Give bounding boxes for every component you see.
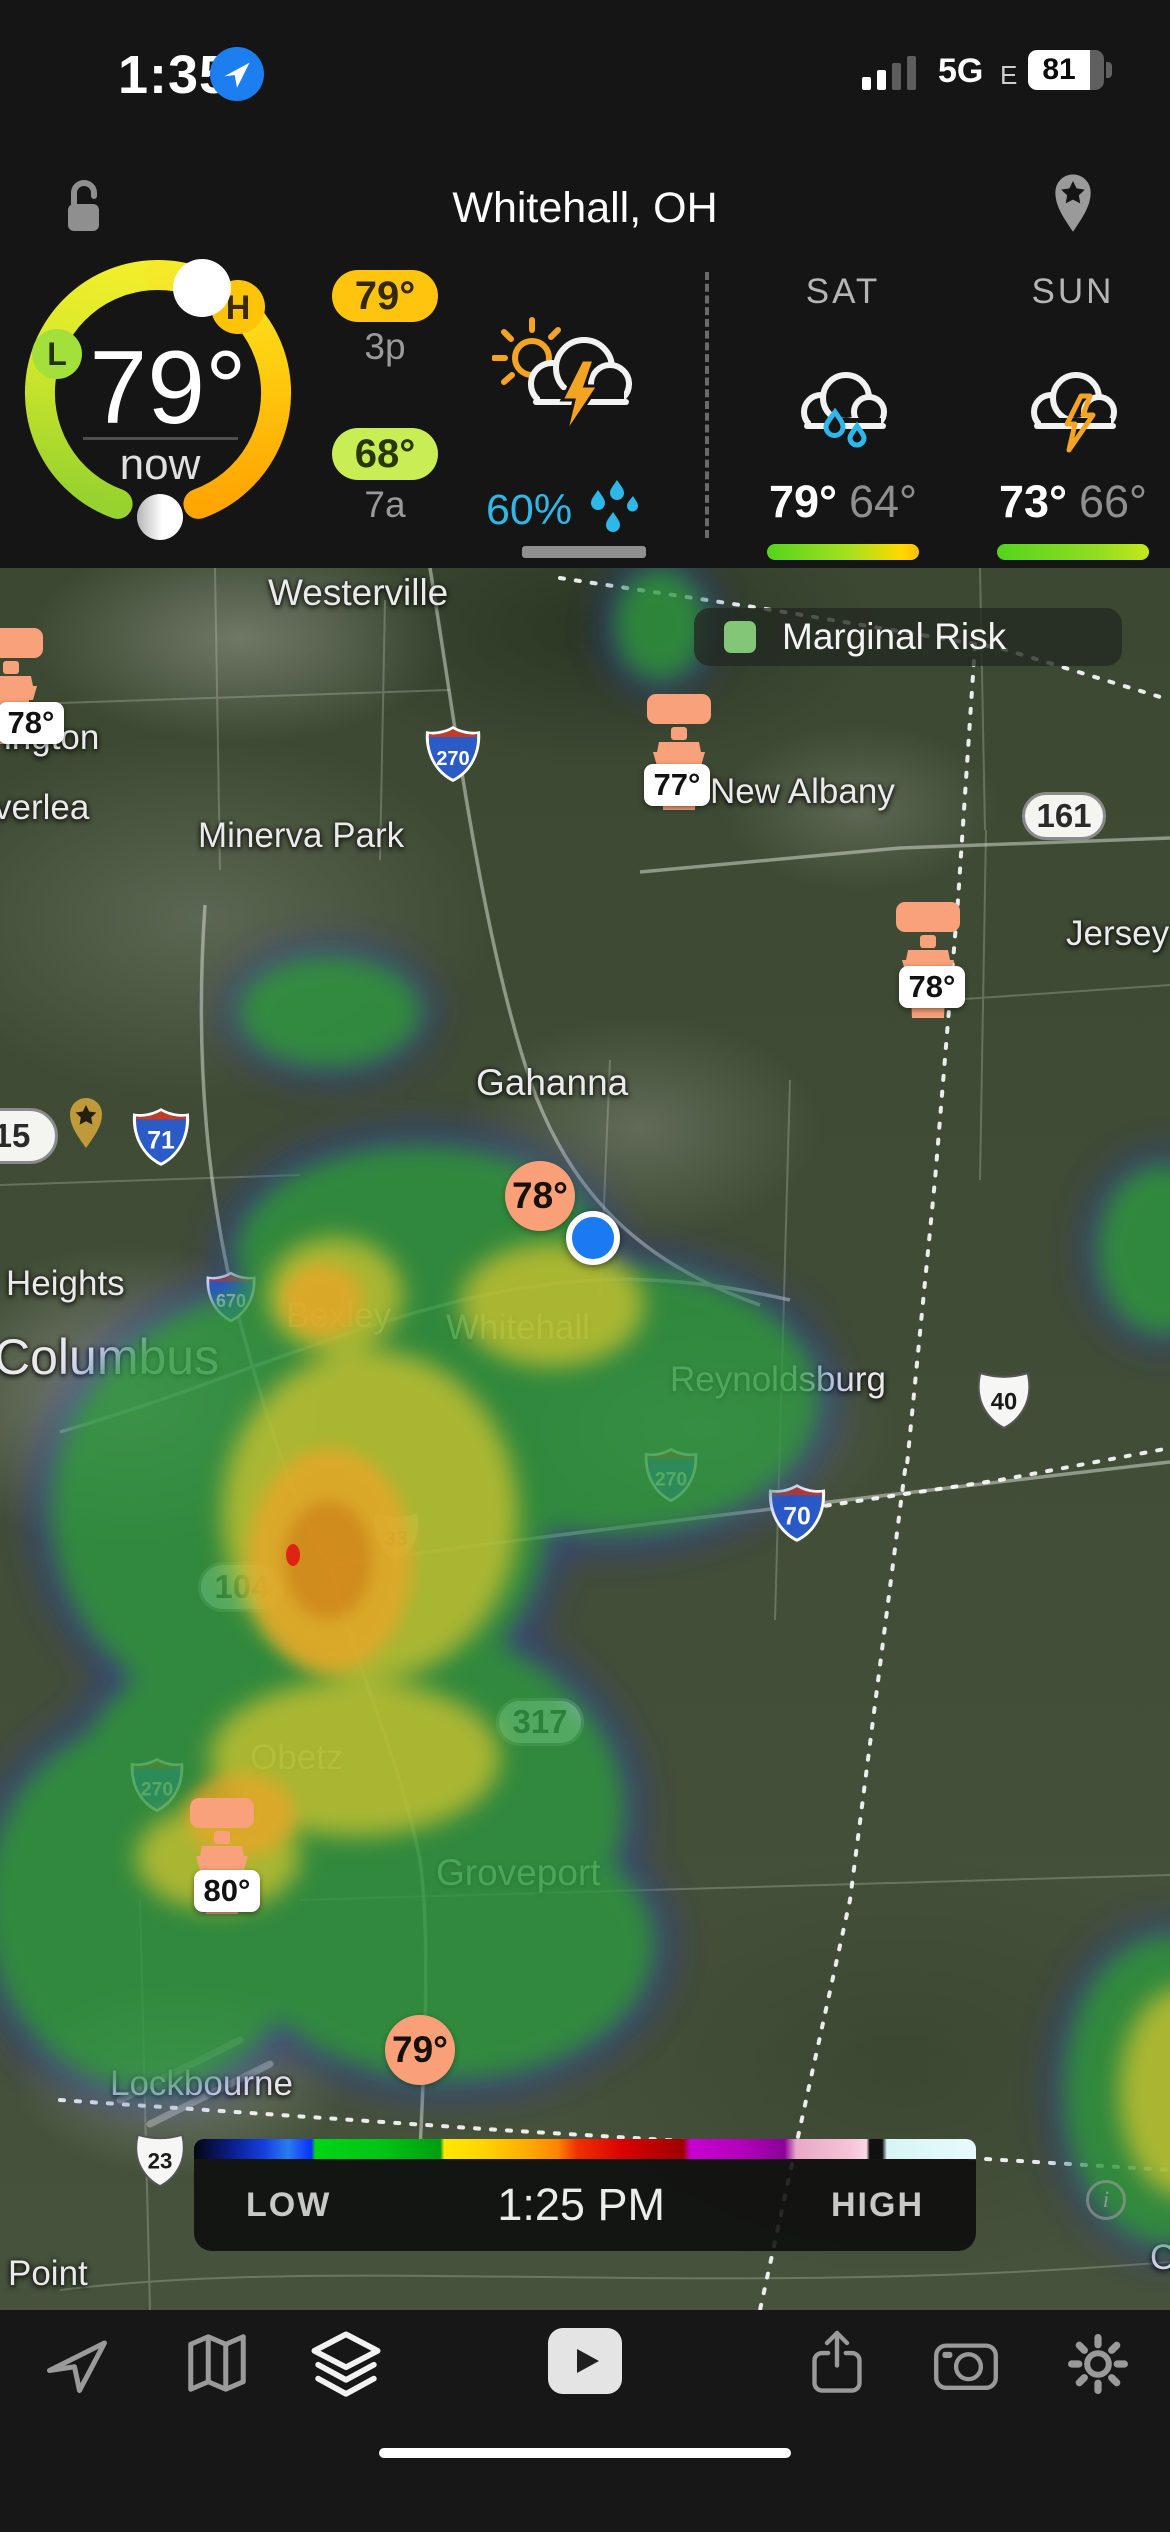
network-type-label: 5G bbox=[938, 52, 984, 90]
cloud-lightning-icon bbox=[1021, 360, 1125, 454]
weather-station-marker[interactable]: 78° bbox=[0, 628, 64, 744]
high-temp-time: 3p bbox=[364, 326, 406, 367]
low-temp-pill: 68° bbox=[332, 428, 438, 480]
svg-text:70: 70 bbox=[783, 1503, 811, 1530]
forecast-sunday[interactable]: SUN 73° 66° bbox=[988, 272, 1158, 560]
forecast-saturday[interactable]: SAT 79° 64° bbox=[758, 272, 928, 560]
weather-station-marker[interactable]: 80° bbox=[189, 1798, 260, 1914]
svg-text:40: 40 bbox=[991, 1388, 1017, 1415]
location-title[interactable]: Whitehall, OH bbox=[452, 184, 718, 232]
forecast-high: 79° bbox=[768, 476, 837, 527]
forecast-high: 73° bbox=[998, 476, 1067, 527]
low-badge-circle bbox=[32, 329, 82, 379]
map-city-label: Point bbox=[8, 2254, 88, 2293]
svg-text:23: 23 bbox=[148, 2149, 173, 2174]
station-temp-label: 78° bbox=[899, 966, 965, 1008]
sun-cloud-lightning-icon bbox=[491, 312, 644, 449]
temperature-spot-marker[interactable]: 78° bbox=[505, 1161, 575, 1231]
cloud-rain-icon bbox=[791, 360, 895, 454]
camera-icon[interactable] bbox=[930, 2328, 1000, 2398]
gauge-divider bbox=[83, 437, 238, 440]
temperature-spot-marker[interactable]: 79° bbox=[385, 2015, 455, 2085]
current-temp-sub: now bbox=[120, 440, 201, 489]
network-subtype-label: E bbox=[1000, 60, 1018, 90]
recenter-location-icon[interactable] bbox=[42, 2328, 112, 2398]
marginal-risk-swatch bbox=[724, 621, 756, 653]
map-city-label: Jersey bbox=[1066, 914, 1170, 953]
raindrops-icon bbox=[584, 478, 642, 545]
gauge-now-dot bbox=[173, 259, 231, 317]
station-temp-label: 77° bbox=[644, 764, 710, 806]
forecast-day-label: SAT bbox=[805, 272, 881, 311]
map-city-label: Minerva Park bbox=[198, 816, 405, 855]
station-temp-label: 80° bbox=[194, 1870, 260, 1912]
radar-red-core bbox=[286, 1544, 300, 1566]
share-icon[interactable] bbox=[804, 2328, 874, 2398]
map-city-label: Gahanna bbox=[476, 1062, 629, 1103]
cellular-signal-icon bbox=[862, 56, 916, 90]
today-tab-underline bbox=[522, 546, 646, 558]
map-style-icon[interactable] bbox=[182, 2328, 252, 2398]
map-marker-layer: Marginal Risk 78° 77° 78° 80° 78° 79° bbox=[0, 568, 1170, 2310]
map-city-label: New Albany bbox=[710, 772, 895, 811]
map-city-label: Westerville bbox=[268, 572, 449, 613]
us-route-shield: 40 bbox=[966, 1368, 1042, 1430]
info-icon[interactable]: i bbox=[1086, 2180, 1126, 2220]
weather-station-marker[interactable]: 77° bbox=[644, 694, 712, 810]
high-temp-pill: 79° bbox=[332, 270, 438, 322]
radar-timeline-bar[interactable]: LOW 1:25 PM HIGH bbox=[194, 2159, 976, 2251]
temperature-gauge: L H 79° now bbox=[24, 259, 292, 540]
forecast-low: 64° bbox=[849, 476, 918, 527]
legend-low-label: LOW bbox=[246, 2185, 332, 2224]
forecast-temp-bar bbox=[767, 544, 919, 560]
marginal-risk-label: Marginal Risk bbox=[782, 616, 1007, 657]
gauge-bottom-dot bbox=[137, 494, 183, 540]
forecast-low: 66° bbox=[1079, 476, 1148, 527]
legend-high-label: HIGH bbox=[831, 2185, 924, 2224]
low-badge-label: L bbox=[47, 336, 67, 372]
route-shield-pill: 161 bbox=[1022, 792, 1106, 840]
current-temp: 79° bbox=[89, 330, 246, 446]
svg-text:270: 270 bbox=[436, 748, 469, 770]
saved-locations-pin-icon[interactable] bbox=[1052, 170, 1094, 239]
settings-gear-icon[interactable] bbox=[1062, 2328, 1132, 2398]
radar-timeline-legend[interactable]: LOW 1:25 PM HIGH bbox=[194, 2139, 976, 2251]
play-radar-button[interactable] bbox=[548, 2328, 622, 2394]
station-temp-label: 78° bbox=[0, 702, 64, 744]
navigation-arrow-icon bbox=[224, 62, 250, 88]
current-location-dot bbox=[566, 1211, 620, 1265]
low-temp-time: 7a bbox=[364, 484, 406, 525]
radar-orange bbox=[185, 1264, 412, 1857]
layers-icon[interactable] bbox=[308, 2328, 381, 2398]
forecast-divider bbox=[705, 272, 709, 538]
us-route-shield: 23 bbox=[124, 2130, 196, 2188]
risk-legend: Marginal Risk bbox=[694, 608, 1122, 666]
route-shield-pill: 15 bbox=[0, 1108, 58, 1164]
map-city-label: Heights bbox=[6, 1264, 125, 1303]
location-services-icon bbox=[210, 47, 264, 101]
interstate-shield: 270 bbox=[414, 724, 492, 784]
unlock-icon[interactable] bbox=[62, 176, 106, 241]
battery-indicator: 81 bbox=[1028, 50, 1112, 90]
battery-cap bbox=[1106, 62, 1112, 78]
battery-empty-segment bbox=[1090, 50, 1104, 90]
radar-intensity-gradient bbox=[194, 2139, 976, 2159]
weather-station-marker[interactable]: 78° bbox=[895, 902, 965, 1018]
forecast-day-label: SUN bbox=[1031, 272, 1115, 311]
interstate-shield: 71 bbox=[120, 1106, 202, 1168]
home-indicator[interactable] bbox=[379, 2448, 791, 2458]
precip-chance: 60% bbox=[486, 486, 573, 534]
battery-percent: 81 bbox=[1028, 50, 1090, 90]
map-city-label: verlea bbox=[0, 788, 90, 827]
forecast-temp-bar bbox=[997, 544, 1149, 560]
radar-timestamp: 1:25 PM bbox=[497, 2179, 665, 2230]
capital-star-pin-icon bbox=[67, 1094, 105, 1155]
svg-text:71: 71 bbox=[147, 1127, 175, 1154]
